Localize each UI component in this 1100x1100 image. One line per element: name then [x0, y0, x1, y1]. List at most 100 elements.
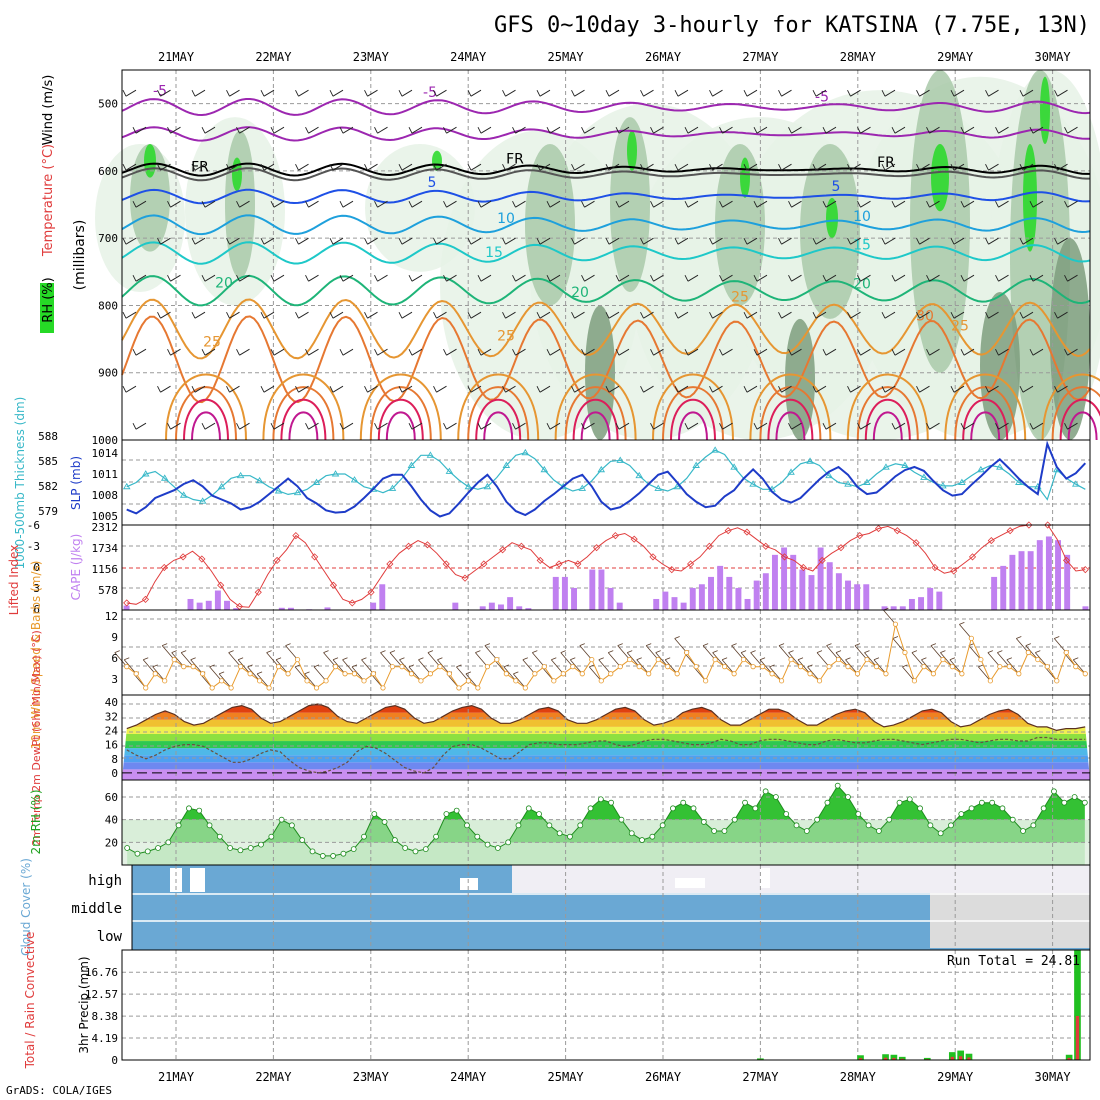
- wind-barb: [157, 163, 171, 171]
- panel-background: [122, 610, 1090, 695]
- lifted-marker: [405, 542, 413, 550]
- wind-barb: [167, 126, 181, 134]
- wind-barb: [465, 671, 479, 689]
- wind-barb: [778, 163, 792, 171]
- cape-bar: [571, 587, 578, 610]
- wind-barb: [960, 126, 975, 134]
- wind-barb: [550, 657, 564, 675]
- thickness-marker: [787, 468, 795, 475]
- wind-barb: [132, 200, 147, 208]
- rh-marker: [391, 837, 398, 843]
- wind-barb: [226, 89, 240, 97]
- wind-speed-marker: [826, 664, 832, 670]
- cape-bar: [781, 547, 788, 610]
- cape-bar: [616, 602, 623, 610]
- pressure-tick: 700: [98, 232, 118, 245]
- cape-bar: [799, 569, 806, 610]
- precip-total-bar: [923, 1057, 931, 1060]
- surface-isotherm-loop: [856, 386, 919, 441]
- wind-barb: [709, 385, 723, 393]
- thickness-marker: [920, 473, 928, 480]
- wind-barb: [270, 274, 285, 282]
- thickness-slp-panel: 579 582 585 588 1005 1008 1011 1014 1000-500mb T…: [13, 397, 1091, 569]
- rh-marker: [1071, 794, 1078, 800]
- wind-barb: [640, 311, 654, 319]
- rh-marker: [773, 794, 779, 800]
- lifted-marker: [968, 553, 977, 561]
- lifted-marker: [292, 532, 300, 540]
- cape-bar: [1036, 540, 1043, 610]
- rh-marker: [464, 822, 470, 829]
- wind-barb: [546, 200, 561, 208]
- thickness-marker: [635, 471, 644, 479]
- lifted-marker: [1062, 556, 1071, 564]
- wind-barb: [167, 422, 181, 430]
- wind-barb: [339, 126, 354, 134]
- rh-marker: [886, 816, 893, 823]
- wind-speed-marker: [181, 664, 187, 670]
- wind-barb: [313, 664, 327, 682]
- rh-marker: [299, 837, 306, 843]
- wind-barb: [380, 650, 393, 667]
- lifted-marker: [555, 560, 563, 568]
- slp-tick: 1008: [92, 489, 119, 502]
- wind-barb: [484, 643, 498, 660]
- thickness-marker: [578, 484, 587, 491]
- date-tick-top: 27MAY: [742, 50, 779, 64]
- cape-bar: [498, 604, 504, 610]
- precip-convective-bar: [892, 1057, 896, 1060]
- rh-marker: [742, 799, 748, 806]
- rh-tick: 40: [105, 814, 118, 827]
- isotherm-label: 20: [215, 275, 233, 291]
- wind-speed-marker: [1016, 671, 1022, 677]
- cape-bar: [671, 597, 678, 610]
- rh-marker: [525, 805, 532, 812]
- wind-barb: [743, 163, 758, 171]
- date-tick-bottom: 30MAY: [1035, 1070, 1072, 1084]
- rh2m-panel: 20 40 60 2m RH (%): [29, 779, 1091, 866]
- wind-barb: [881, 237, 896, 245]
- wind-barb: [712, 650, 725, 667]
- rh-marker: [278, 816, 285, 823]
- wind-speed-marker: [494, 656, 500, 663]
- thickness-marker: [882, 463, 890, 470]
- rh-marker: [803, 828, 810, 834]
- cape-bar: [927, 587, 934, 610]
- wind10m-panel: 3 6 9 12 10m Wind Speed & Barbs (m/s): [29, 561, 1091, 749]
- cape-bar: [936, 591, 943, 610]
- wind-barb: [807, 664, 820, 682]
- temp-axis-label: Temperature (°C): [41, 144, 56, 257]
- cape-bar: [790, 554, 797, 610]
- rh-marker: [412, 848, 419, 855]
- wind-barb: [1016, 636, 1029, 653]
- wind-barb: [822, 274, 837, 282]
- wind-barb: [437, 657, 450, 675]
- lifted-marker: [217, 581, 225, 589]
- date-tick-top: 21MAY: [158, 50, 195, 64]
- wind-speed-marker: [1044, 664, 1050, 670]
- wind-barb: [1064, 274, 1078, 282]
- rh-shade: [826, 197, 838, 239]
- wind-barb: [721, 657, 735, 675]
- wind-barb: [114, 650, 128, 667]
- rh-marker: [958, 811, 965, 817]
- rh-marker: [144, 848, 151, 855]
- wind-speed-marker: [1054, 678, 1060, 684]
- rh-marker: [484, 841, 491, 848]
- wind-speed-marker: [759, 664, 766, 670]
- wind-speed-marker: [380, 685, 386, 691]
- wind-speed-marker: [579, 671, 585, 677]
- wind-barb: [571, 311, 585, 319]
- cape-bar: [598, 569, 605, 610]
- wind-barb: [615, 422, 630, 430]
- cape-bar: [233, 608, 240, 610]
- cape-bar: [224, 600, 230, 610]
- wind-barb: [329, 237, 344, 245]
- isotherm-label: 15: [485, 245, 503, 261]
- wind-barb: [122, 89, 137, 97]
- pressure-tick: 800: [98, 299, 118, 312]
- rh-legend-swatch: [40, 283, 54, 333]
- wind-barb: [323, 650, 336, 667]
- lifted-marker: [198, 555, 206, 563]
